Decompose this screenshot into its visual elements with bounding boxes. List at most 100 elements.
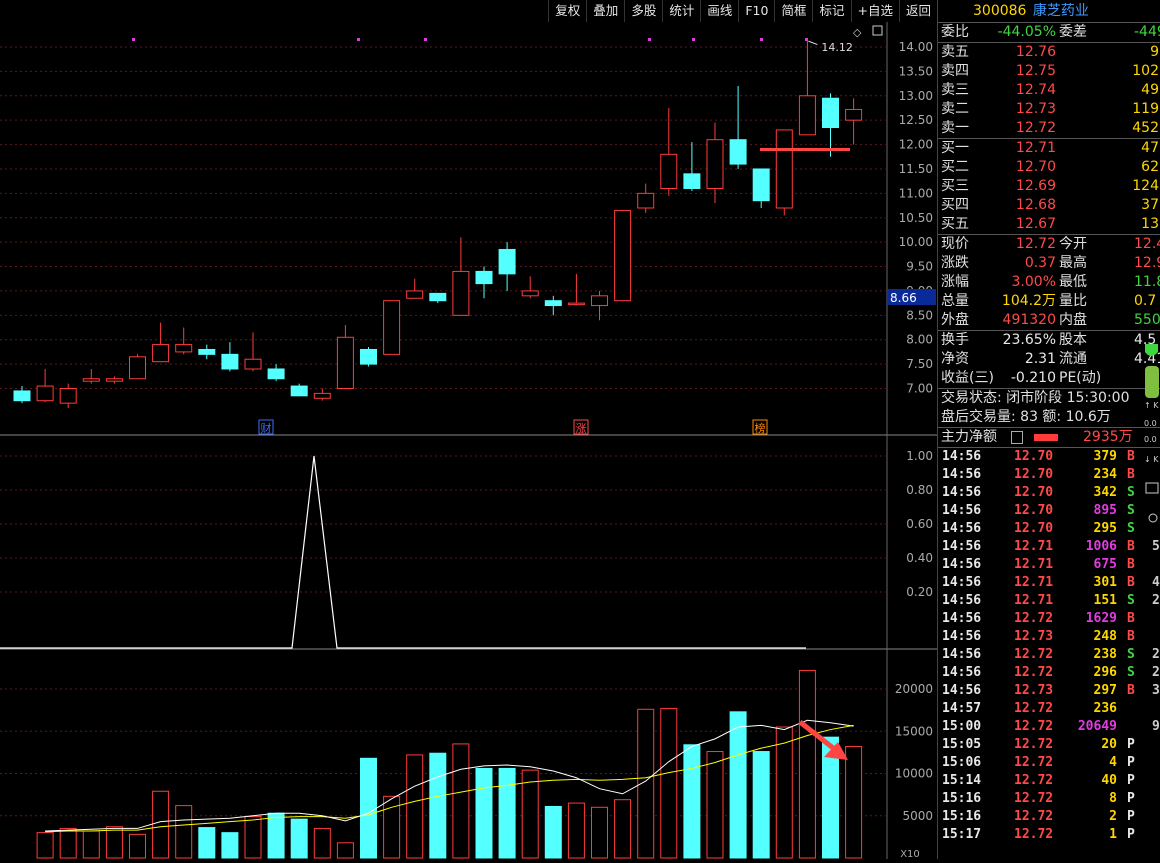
volume-bar-up[interactable] xyxy=(706,751,724,859)
candle-up[interactable] xyxy=(845,108,863,121)
candle-down[interactable] xyxy=(822,97,839,128)
candle-up[interactable] xyxy=(82,378,100,382)
list-icon[interactable] xyxy=(1011,431,1023,444)
candle-up[interactable] xyxy=(406,290,424,299)
toolbar-button-f10[interactable]: F10 xyxy=(738,0,774,22)
bids-row[interactable]: 买一 12.71 47 xyxy=(938,139,1160,158)
arrow-down-icon[interactable]: ↓ K xyxy=(1144,455,1159,464)
event-marker-0[interactable]: 财 xyxy=(261,421,272,435)
volume-bar-up[interactable] xyxy=(129,833,146,859)
volume-bar-up[interactable] xyxy=(798,669,816,859)
volume-bar-down[interactable] xyxy=(290,818,308,859)
bids-row[interactable]: 买四 12.68 37 xyxy=(938,196,1160,215)
asks-row[interactable]: 卖二 12.73 119 xyxy=(938,100,1160,119)
bids-row[interactable]: 买五 12.67 13 xyxy=(938,215,1160,234)
volume-bar-up[interactable] xyxy=(36,832,54,859)
arrow-annotation-head[interactable] xyxy=(824,742,848,760)
candle-up[interactable] xyxy=(798,95,816,136)
bids-row[interactable]: 买二 12.70 62 xyxy=(938,158,1160,177)
volume-bar-down[interactable] xyxy=(198,827,216,859)
candle-up[interactable] xyxy=(591,295,608,307)
candle-up[interactable] xyxy=(660,153,678,189)
diamond-icon[interactable]: ◇ xyxy=(853,26,862,39)
event-dot-marker[interactable] xyxy=(805,38,808,41)
volume-bar-up[interactable] xyxy=(336,842,354,859)
search-icon[interactable] xyxy=(1148,513,1158,523)
candle-up[interactable] xyxy=(59,388,77,404)
volume-bar-down[interactable] xyxy=(221,832,239,859)
toolbar-button-multi-stock[interactable]: 多股 xyxy=(624,0,662,22)
volume-bar-up[interactable] xyxy=(660,707,678,859)
candle-up[interactable] xyxy=(129,356,146,380)
asks-row[interactable]: 卖三 12.74 49 xyxy=(938,81,1160,100)
volume-bar-up[interactable] xyxy=(82,830,100,859)
volume-bar-down[interactable] xyxy=(498,767,516,859)
event-marker-1[interactable]: 涨 xyxy=(576,422,587,435)
toolbar-button-overlay[interactable]: 叠加 xyxy=(586,0,624,22)
kline-chart-svg[interactable]: 14.00 13.50 13.00 12.50 12.00 11.50 11.00 10.50… xyxy=(0,22,937,860)
candle-down[interactable] xyxy=(198,348,216,355)
volume-bar-up[interactable] xyxy=(175,805,193,859)
volume-bar-down[interactable] xyxy=(429,752,447,859)
candle-down[interactable] xyxy=(544,300,562,307)
bids-row[interactable]: 买三 12.69 124 xyxy=(938,177,1160,196)
candle-up[interactable] xyxy=(336,336,354,389)
chart-area[interactable]: 14.00 13.50 13.00 12.50 12.00 11.50 11.00 10.50… xyxy=(0,22,937,860)
volume-bar-up[interactable] xyxy=(614,799,632,859)
candle-up[interactable] xyxy=(521,290,539,297)
candle-down[interactable] xyxy=(267,368,285,380)
volume-bar-up[interactable] xyxy=(452,743,470,859)
volume-bar-up[interactable] xyxy=(152,790,170,859)
candle-down[interactable] xyxy=(729,139,747,165)
volume-bar-up[interactable] xyxy=(244,816,262,859)
candle-down[interactable] xyxy=(221,353,239,370)
volume-bar-down[interactable] xyxy=(475,767,493,859)
volume-bar-up[interactable] xyxy=(59,827,77,859)
candle-up[interactable] xyxy=(105,378,123,382)
candle-up[interactable] xyxy=(637,192,655,209)
candle-up[interactable] xyxy=(567,302,585,306)
chart-icon[interactable] xyxy=(1145,482,1159,494)
volume-bar-down[interactable] xyxy=(267,812,285,859)
volume-bar-down[interactable] xyxy=(683,744,701,859)
volume-bar-up[interactable] xyxy=(591,806,608,859)
candle-down[interactable] xyxy=(429,292,447,302)
volume-bar-down[interactable] xyxy=(544,805,562,859)
volume-bar-up[interactable] xyxy=(313,827,331,859)
volume-bar-up[interactable] xyxy=(637,708,655,859)
volume-bar-down[interactable] xyxy=(822,736,839,859)
toolbar-button-mark[interactable]: 标记 xyxy=(812,0,850,22)
arrow-up-icon[interactable]: ↑ K xyxy=(1144,401,1159,410)
candle-up[interactable] xyxy=(313,392,331,399)
volume-bar-up[interactable] xyxy=(383,795,401,859)
event-dot-marker[interactable] xyxy=(132,38,135,41)
toolbar-button-statistics[interactable]: 统计 xyxy=(662,0,700,22)
candle-up[interactable] xyxy=(383,300,401,355)
volume-bar-up[interactable] xyxy=(775,726,793,859)
candle-down[interactable] xyxy=(290,385,308,397)
toolbar-button-back[interactable]: 返回 xyxy=(898,0,937,22)
stock-name[interactable]: 康芝药业 xyxy=(1032,3,1089,19)
candle-up[interactable] xyxy=(706,139,724,189)
event-dot-marker[interactable] xyxy=(760,38,763,41)
volume-bar-up[interactable] xyxy=(521,769,539,859)
event-marker-box[interactable] xyxy=(573,419,589,435)
toolbar-button-simple-frame[interactable]: 简框 xyxy=(774,0,812,22)
candle-up[interactable] xyxy=(775,129,793,209)
event-marker-box[interactable] xyxy=(752,419,768,435)
volume-bar-down[interactable] xyxy=(752,751,770,859)
volume-bar-down[interactable] xyxy=(729,711,747,859)
candle-up[interactable] xyxy=(152,344,170,363)
toolbar-button-fuquan[interactable]: 复权 xyxy=(548,0,586,22)
shield-icon[interactable] xyxy=(1145,344,1158,356)
candle-down[interactable] xyxy=(498,248,516,275)
event-dot-marker[interactable] xyxy=(424,38,427,41)
event-dot-marker[interactable] xyxy=(648,38,651,41)
event-dot-marker[interactable] xyxy=(692,38,695,41)
asks-row[interactable]: 卖四 12.75 102 xyxy=(938,62,1160,81)
volume-bar-down[interactable] xyxy=(360,757,377,859)
event-marker-box[interactable] xyxy=(258,419,274,435)
toolbar-button-draw-line[interactable]: 画线 xyxy=(700,0,738,22)
trade-ticks[interactable]: 14:56 12.70 379 B 14:56 12.70 234 B 14:56 12.70 34… xyxy=(938,447,1160,844)
candle-up[interactable] xyxy=(452,270,470,316)
